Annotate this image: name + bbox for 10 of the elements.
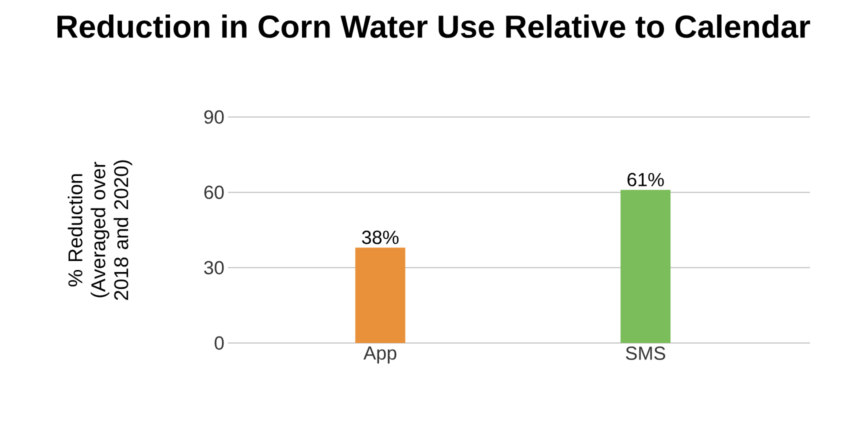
data-label: 38% <box>362 230 399 244</box>
y-tick-label: 90 <box>204 110 224 124</box>
y-axis-title: % Reduction (Averaged over 2018 and 2020) <box>68 160 132 300</box>
y-tick-label: 30 <box>204 260 224 274</box>
x-tick-label: App <box>363 346 396 364</box>
x-tick-label: SMS <box>626 346 666 360</box>
y-tick-label: 0 <box>214 336 224 350</box>
data-label: 61% <box>628 172 664 186</box>
y-tick-label: 60 <box>204 186 224 200</box>
chart-title: Reduction in Corn Water Use Relative to Calendar <box>58 14 810 38</box>
